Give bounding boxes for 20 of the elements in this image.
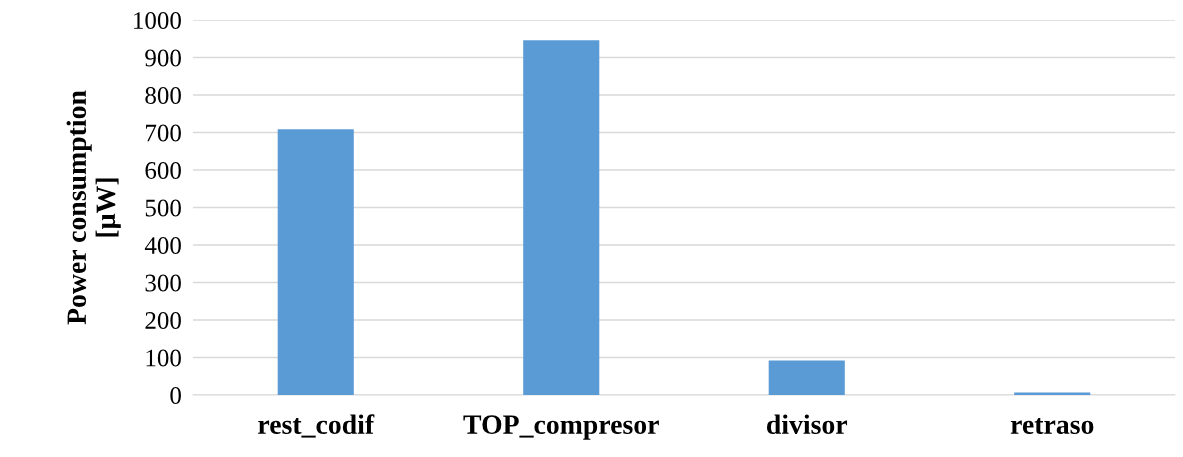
bar xyxy=(1014,392,1091,395)
y-tick-label: 500 xyxy=(145,199,181,217)
x-tick-label: divisor xyxy=(766,414,848,434)
bar xyxy=(277,129,354,395)
y-tick-label: 800 xyxy=(145,87,181,104)
y-tick-label: 0 xyxy=(170,387,181,404)
y-tick-label: 400 xyxy=(144,237,181,254)
y-tick-label: 700 xyxy=(146,124,181,142)
x-tick-label: TOP_compresor xyxy=(463,415,659,440)
y-tick-label: 300 xyxy=(145,274,181,292)
y-axis-title: Power consumption [µW] xyxy=(66,90,121,325)
y-tick-label: 200 xyxy=(145,312,181,329)
bar xyxy=(523,40,600,395)
y-tick-label: 600 xyxy=(145,162,181,179)
x-tick-label: rest_codif xyxy=(258,414,375,438)
x-tick-label: retraso xyxy=(1010,418,1094,434)
y-tick-label: 100 xyxy=(146,349,181,367)
y-tick-label: 900 xyxy=(145,49,181,67)
y-tick-label: 1000 xyxy=(134,12,181,29)
bar xyxy=(768,360,845,395)
